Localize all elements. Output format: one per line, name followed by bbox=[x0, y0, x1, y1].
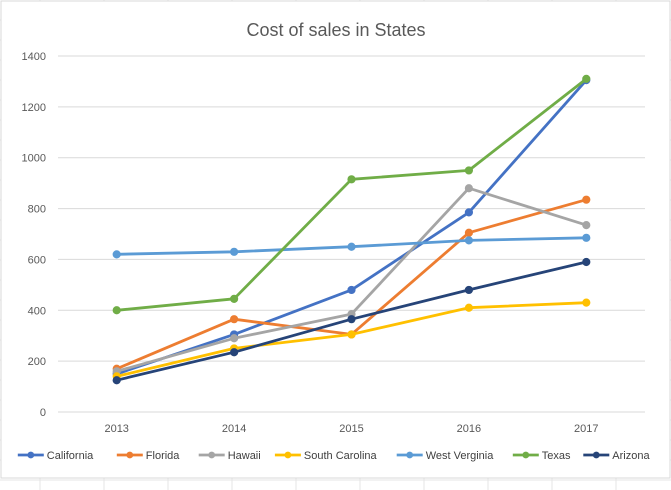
legend-marker-florida bbox=[126, 451, 134, 459]
data-point-west-verginia[interactable] bbox=[230, 247, 239, 256]
data-point-florida[interactable] bbox=[230, 315, 239, 324]
legend-marker-hawaii bbox=[208, 451, 216, 459]
data-point-hawaii[interactable] bbox=[230, 334, 239, 343]
legend-marker-texas bbox=[522, 451, 530, 459]
y-tick-label: 200 bbox=[28, 356, 46, 368]
data-point-south-carolina[interactable] bbox=[347, 330, 356, 339]
data-point-west-verginia[interactable] bbox=[464, 236, 473, 245]
data-point-arizona[interactable] bbox=[112, 376, 121, 385]
data-point-florida[interactable] bbox=[582, 195, 591, 204]
chart-title: Cost of sales in States bbox=[246, 20, 425, 40]
x-tick-label: 2014 bbox=[222, 423, 246, 435]
data-point-texas[interactable] bbox=[230, 294, 239, 303]
y-tick-label: 1200 bbox=[22, 102, 46, 114]
data-point-arizona[interactable] bbox=[582, 257, 591, 267]
data-point-arizona[interactable] bbox=[464, 285, 473, 295]
legend-marker-california bbox=[27, 451, 35, 459]
data-point-west-verginia[interactable] bbox=[347, 242, 356, 251]
x-tick-label: 2016 bbox=[457, 423, 481, 435]
legend-label-florida: Florida bbox=[146, 450, 181, 462]
y-tick-label: 600 bbox=[28, 254, 46, 266]
y-tick-label: 0 bbox=[40, 407, 46, 419]
legend-marker-south-carolina bbox=[284, 451, 292, 459]
legend-label-texas: Texas bbox=[542, 450, 571, 462]
y-tick-label: 1400 bbox=[22, 51, 46, 63]
data-point-texas[interactable] bbox=[347, 175, 356, 184]
x-axis-tick-labels: 2013 2014 2015 2016 2017 bbox=[104, 423, 598, 435]
data-point-florida[interactable] bbox=[464, 228, 473, 237]
x-tick-label: 2015 bbox=[339, 423, 363, 435]
data-point-arizona[interactable] bbox=[230, 348, 239, 357]
data-point-south-carolina[interactable] bbox=[464, 303, 473, 312]
data-point-texas[interactable] bbox=[464, 166, 473, 175]
legend-label-west-verginia: West Verginia bbox=[426, 450, 495, 462]
data-point-west-verginia[interactable] bbox=[582, 233, 591, 242]
data-point-texas[interactable] bbox=[582, 74, 591, 83]
x-tick-label: 2017 bbox=[574, 423, 598, 435]
data-point-south-carolina[interactable] bbox=[582, 298, 591, 307]
data-point-hawaii[interactable] bbox=[582, 221, 591, 230]
legend: California Florida Hawaii South Carolina Wes… bbox=[17, 450, 650, 462]
legend-marker-arizona bbox=[592, 451, 600, 459]
y-tick-label: 800 bbox=[28, 204, 46, 216]
legend-label-south-carolina: South Carolina bbox=[304, 450, 378, 462]
series-lines bbox=[112, 74, 591, 385]
legend-label-arizona: Arizona bbox=[612, 450, 650, 462]
data-point-texas[interactable] bbox=[112, 306, 121, 315]
y-tick-label: 400 bbox=[28, 305, 46, 317]
legend-label-california: California bbox=[47, 450, 94, 462]
y-axis-tick-labels: 0 200 400 600 800 1000 1200 1400 bbox=[22, 51, 46, 419]
data-point-west-verginia[interactable] bbox=[112, 250, 121, 259]
x-tick-label: 2013 bbox=[104, 423, 128, 435]
legend-marker-west-verginia bbox=[406, 451, 414, 459]
data-point-arizona[interactable] bbox=[347, 315, 356, 324]
data-point-hawaii[interactable] bbox=[464, 184, 473, 193]
data-point-california[interactable] bbox=[347, 285, 356, 295]
legend-label-hawaii: Hawaii bbox=[228, 450, 261, 462]
data-point-california[interactable] bbox=[464, 208, 473, 217]
y-tick-label: 1000 bbox=[22, 153, 46, 165]
